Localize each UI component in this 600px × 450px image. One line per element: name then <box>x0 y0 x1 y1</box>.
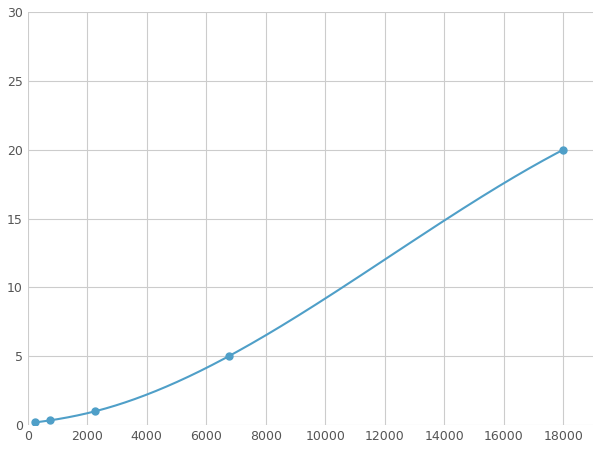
Point <box>559 146 568 153</box>
Point <box>90 408 100 415</box>
Point <box>31 419 40 426</box>
Point <box>224 353 233 360</box>
Point <box>45 417 55 424</box>
